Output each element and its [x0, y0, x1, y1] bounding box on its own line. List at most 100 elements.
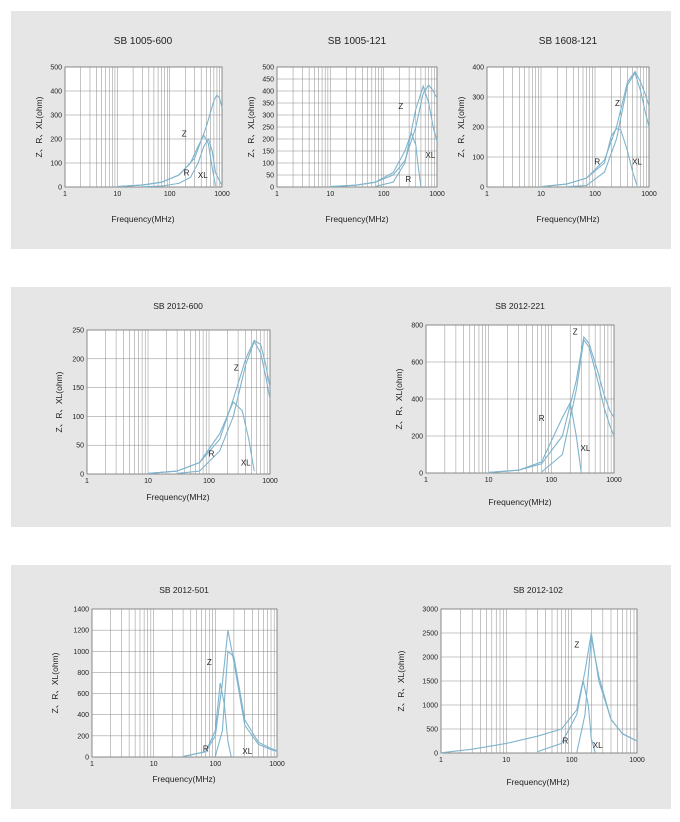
curve-label-r: R — [203, 745, 209, 754]
y-tick-label: 400 — [472, 65, 484, 72]
y-tick-label: 0 — [58, 185, 62, 192]
y-tick-label: 450 — [262, 77, 274, 84]
x-axis-label: Frequency(MHz) — [536, 214, 599, 224]
y-tick-label: 500 — [426, 727, 438, 734]
series-line-r — [142, 137, 223, 188]
y-tick-label: 200 — [472, 125, 484, 132]
y-tick-label: 1400 — [73, 607, 89, 614]
curve-label-r: R — [539, 414, 545, 423]
x-tick-label: 100 — [209, 761, 221, 768]
x-tick-label: 1 — [63, 191, 67, 198]
y-tick-label: 150 — [262, 149, 274, 156]
y-tick-label: 100 — [472, 155, 484, 162]
x-axis-label: Frequency(MHz) — [325, 214, 388, 224]
x-tick-label: 1000 — [429, 191, 445, 198]
curve-label-r: R — [405, 175, 411, 184]
curve-label-z: Z — [182, 130, 187, 139]
y-tick-label: 800 — [411, 323, 423, 330]
chart-5: 1 10 100 1000 0 200 400 600 800 Z R XL SB 2012-221 Fr… — [394, 301, 622, 507]
y-tick-label: 0 — [434, 751, 438, 758]
series-line-r — [214, 650, 278, 757]
y-axis-label: Z、R、XL(ohm) — [54, 371, 64, 432]
x-tick-label: 1000 — [214, 191, 230, 198]
x-tick-label: 100 — [164, 191, 176, 198]
chart-4: 1 10 100 1000 0 50 100 150 200 250 Z R XL SB 2012-600… — [54, 301, 278, 502]
y-tick-label: 150 — [72, 385, 84, 392]
y-tick-label: 1000 — [422, 703, 438, 710]
y-tick-label: 0 — [85, 755, 89, 762]
x-tick-label: 100 — [378, 191, 390, 198]
x-tick-label: 100 — [545, 477, 557, 484]
chart-title: SB 1005-121 — [328, 36, 387, 47]
curve-label-xl: XL — [425, 151, 435, 160]
y-axis-label: Z、R、XL(ohm) — [50, 652, 60, 713]
x-tick-label: 1000 — [641, 191, 657, 198]
curve-label-r: R — [209, 450, 215, 459]
chart-title: SB 1005-600 — [114, 36, 173, 47]
y-axis-label: Z、R、XL(ohm) — [456, 96, 466, 157]
y-axis-label: Z、R、XL(ohm) — [396, 650, 406, 711]
chart-6: 1 10 100 1000 0 200 400 600 800 1000 1200 1400 Z R XL S… — [50, 585, 285, 784]
curve-label-xl: XL — [241, 458, 251, 467]
y-tick-label: 3000 — [422, 607, 438, 614]
x-axis-label: Frequency(MHz) — [111, 214, 174, 224]
x-tick-label: 1 — [85, 478, 89, 485]
x-tick-label: 10 — [485, 477, 493, 484]
series-line-xl — [330, 131, 422, 188]
curve-label-r: R — [562, 736, 568, 745]
chart-title: SB 2012-600 — [153, 301, 203, 311]
x-tick-label: 1 — [275, 191, 279, 198]
y-tick-label: 400 — [50, 89, 62, 96]
x-tick-label: 1 — [90, 761, 94, 768]
x-tick-label: 100 — [589, 191, 601, 198]
y-tick-label: 350 — [262, 101, 274, 108]
y-tick-label: 400 — [411, 397, 423, 404]
y-tick-label: 400 — [262, 89, 274, 96]
series-line-r — [375, 84, 438, 187]
x-tick-label: 1000 — [262, 478, 278, 485]
x-tick-label: 1000 — [629, 757, 645, 764]
x-tick-label: 1 — [485, 191, 489, 198]
chart-7: 1 10 100 1000 0 500 1000 1500 2000 2500 3000 Z R XL SB… — [396, 585, 645, 787]
plot-area — [91, 608, 278, 758]
chart-title: SB 2012-102 — [513, 585, 563, 595]
x-tick-label: 100 — [203, 478, 215, 485]
series-line-r — [576, 637, 638, 753]
series-line-xl — [147, 401, 255, 474]
chart-title: SB 1608-121 — [539, 36, 598, 47]
y-tick-label: 100 — [50, 161, 62, 168]
series-line-z — [182, 629, 278, 758]
x-tick-label: 10 — [113, 191, 121, 198]
chart-title: SB 2012-501 — [159, 585, 209, 595]
y-tick-label: 250 — [72, 328, 84, 335]
series-line-z — [488, 335, 615, 473]
series-line-xl — [540, 127, 638, 188]
y-tick-label: 1200 — [73, 628, 89, 635]
y-tick-label: 100 — [72, 414, 84, 421]
y-tick-label: 0 — [270, 185, 274, 192]
y-tick-label: 0 — [419, 471, 423, 478]
curve-label-z: Z — [615, 99, 620, 108]
x-tick-label: 10 — [144, 478, 152, 485]
y-tick-label: 500 — [50, 65, 62, 72]
x-axis-label: Frequency(MHz) — [506, 777, 569, 787]
y-tick-label: 300 — [262, 113, 274, 120]
curve-label-xl: XL — [632, 158, 642, 167]
y-tick-label: 200 — [50, 137, 62, 144]
y-axis-label: Z、R、XL(ohm) — [34, 96, 44, 157]
series-line-r — [566, 71, 650, 188]
y-axis-label: Z、R、XL(ohm) — [246, 96, 256, 157]
x-tick-label: 1 — [424, 477, 428, 484]
y-tick-label: 400 — [77, 712, 89, 719]
y-tick-label: 600 — [411, 360, 423, 367]
y-tick-label: 600 — [77, 691, 89, 698]
y-tick-label: 50 — [266, 173, 274, 180]
series-line-xl — [117, 134, 217, 188]
chart-3: 1 10 100 1000 0 100 200 300 400 Z R XL SB 1608-121 Fr… — [456, 36, 657, 224]
y-tick-label: 0 — [80, 472, 84, 479]
x-tick-label: 10 — [537, 191, 545, 198]
curve-label-r: R — [184, 168, 190, 177]
x-axis-label: Frequency(MHz) — [146, 492, 209, 502]
y-tick-label: 300 — [472, 95, 484, 102]
